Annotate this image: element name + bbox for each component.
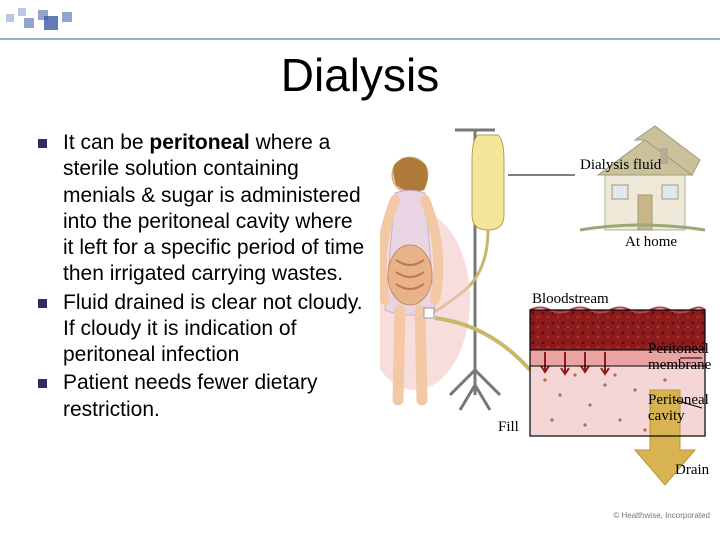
- corner-decoration: [4, 4, 84, 34]
- copyright-text: © Healthwise, Incorporated: [613, 511, 710, 520]
- bullet-icon: [38, 299, 47, 308]
- bullet-list: It can be peritoneal where a sterile sol…: [38, 130, 368, 425]
- label-peritoneal-membrane: Peritoneal membrane: [648, 342, 718, 374]
- label-drain: Drain: [675, 463, 709, 479]
- house-icon: [580, 126, 705, 230]
- label-peritoneal-cavity: Peritoneal cavity: [648, 393, 718, 425]
- bullet-text: Fluid drained is clear not cloudy. If cl…: [63, 290, 368, 369]
- patient-icon: [380, 157, 470, 400]
- dialysis-diagram: Dialysis fluid At home Bloodstream Perit…: [380, 120, 710, 520]
- bullet-icon: [38, 379, 47, 388]
- slide-title: Dialysis: [0, 48, 720, 102]
- label-bloodstream: Bloodstream: [532, 292, 609, 308]
- label-fill: Fill: [498, 420, 519, 436]
- bullet-text: It can be peritoneal where a sterile sol…: [63, 130, 368, 288]
- list-item: Patient needs fewer dietary restriction.: [38, 370, 368, 423]
- diagram-svg: [380, 120, 710, 520]
- label-dialysis-fluid: Dialysis fluid: [580, 158, 661, 174]
- bullet-icon: [38, 139, 47, 148]
- bullet-text: Patient needs fewer dietary restriction.: [63, 370, 368, 423]
- top-divider: [0, 38, 720, 40]
- list-item: Fluid drained is clear not cloudy. If cl…: [38, 290, 368, 369]
- list-item: It can be peritoneal where a sterile sol…: [38, 130, 368, 288]
- label-at-home: At home: [625, 235, 677, 251]
